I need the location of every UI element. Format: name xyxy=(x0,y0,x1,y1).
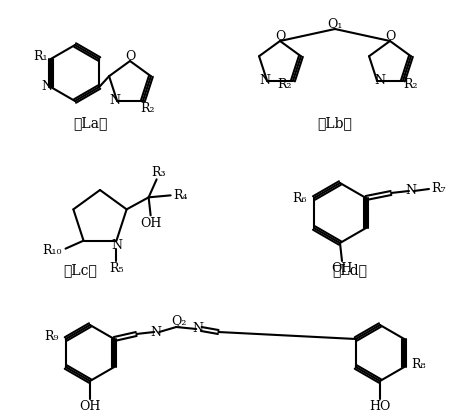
Text: R₁: R₁ xyxy=(34,49,48,63)
Text: N: N xyxy=(41,81,52,94)
Text: R₂: R₂ xyxy=(404,78,418,91)
Text: O: O xyxy=(275,31,285,43)
Text: （Lb）: （Lb） xyxy=(318,116,353,130)
Text: Q₂: Q₂ xyxy=(172,314,187,327)
Text: N: N xyxy=(260,74,271,87)
Text: R₁₀: R₁₀ xyxy=(42,244,61,257)
Text: N: N xyxy=(193,323,204,336)
Text: （Lc）: （Lc） xyxy=(63,263,97,277)
Text: OH: OH xyxy=(331,263,353,275)
Text: R₃: R₃ xyxy=(151,166,166,179)
Text: O: O xyxy=(385,31,395,43)
Text: R₂: R₂ xyxy=(141,102,155,115)
Text: R₉: R₉ xyxy=(45,331,59,344)
Text: O: O xyxy=(125,51,135,64)
Text: R₂: R₂ xyxy=(278,78,292,91)
Text: Q₁: Q₁ xyxy=(328,18,343,31)
Text: HO: HO xyxy=(369,400,391,413)
Text: N: N xyxy=(405,184,417,197)
Text: OH: OH xyxy=(79,400,100,413)
Text: R₇: R₇ xyxy=(432,183,446,196)
Text: OH: OH xyxy=(140,217,161,230)
Text: R₅: R₅ xyxy=(109,262,124,275)
Text: R₈: R₈ xyxy=(411,359,426,372)
Text: （La）: （La） xyxy=(73,116,107,130)
Text: N: N xyxy=(151,326,162,339)
Text: R₄: R₄ xyxy=(173,189,188,202)
Text: N: N xyxy=(111,239,122,252)
Text: （Ld）: （Ld） xyxy=(332,263,367,277)
Text: N: N xyxy=(109,94,120,107)
Text: R₆: R₆ xyxy=(293,191,307,204)
Text: N: N xyxy=(374,74,385,87)
